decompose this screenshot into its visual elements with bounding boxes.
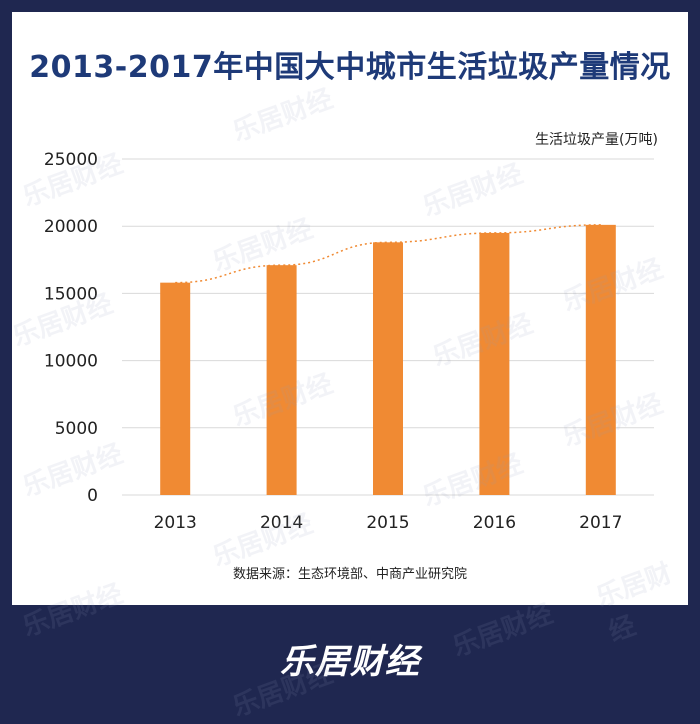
x-tick-label: 2015 bbox=[366, 513, 409, 533]
bar bbox=[160, 282, 191, 495]
data-source-note: 数据来源：生态环境部、中商产业研究院 bbox=[232, 567, 467, 582]
bar bbox=[585, 224, 616, 495]
bar bbox=[266, 265, 297, 495]
y-tick-label: 25000 bbox=[44, 150, 98, 170]
brand-logo-text: 乐居财经 bbox=[280, 642, 420, 682]
bar bbox=[479, 232, 510, 496]
bar bbox=[373, 242, 403, 495]
chart-panel: 2013-2017年中国大中城市生活垃圾产量情况 生活垃圾产量(万吨) 0 500… bbox=[12, 12, 688, 605]
y-tick-label: 20000 bbox=[44, 217, 98, 237]
y-tick-label: 15000 bbox=[44, 284, 98, 304]
x-tick-label: 2016 bbox=[473, 513, 516, 533]
y-tick-label: 0 bbox=[87, 486, 98, 506]
brand-logo: 乐居财经 bbox=[0, 634, 700, 683]
x-tick-label: 2013 bbox=[154, 513, 197, 533]
bar-chart: 0 5000 10000 15000 20000 25000 2013 2014 2015 201… bbox=[44, 150, 654, 533]
x-tick-label: 2017 bbox=[579, 513, 622, 533]
chart-title: 2013-2017年中国大中城市生活垃圾产量情况 bbox=[29, 50, 671, 85]
y-tick-label: 10000 bbox=[44, 352, 98, 372]
y-axis-unit-label: 生活垃圾产量(万吨) bbox=[535, 132, 658, 148]
x-tick-label: 2014 bbox=[260, 513, 303, 533]
y-tick-label: 5000 bbox=[55, 419, 98, 439]
